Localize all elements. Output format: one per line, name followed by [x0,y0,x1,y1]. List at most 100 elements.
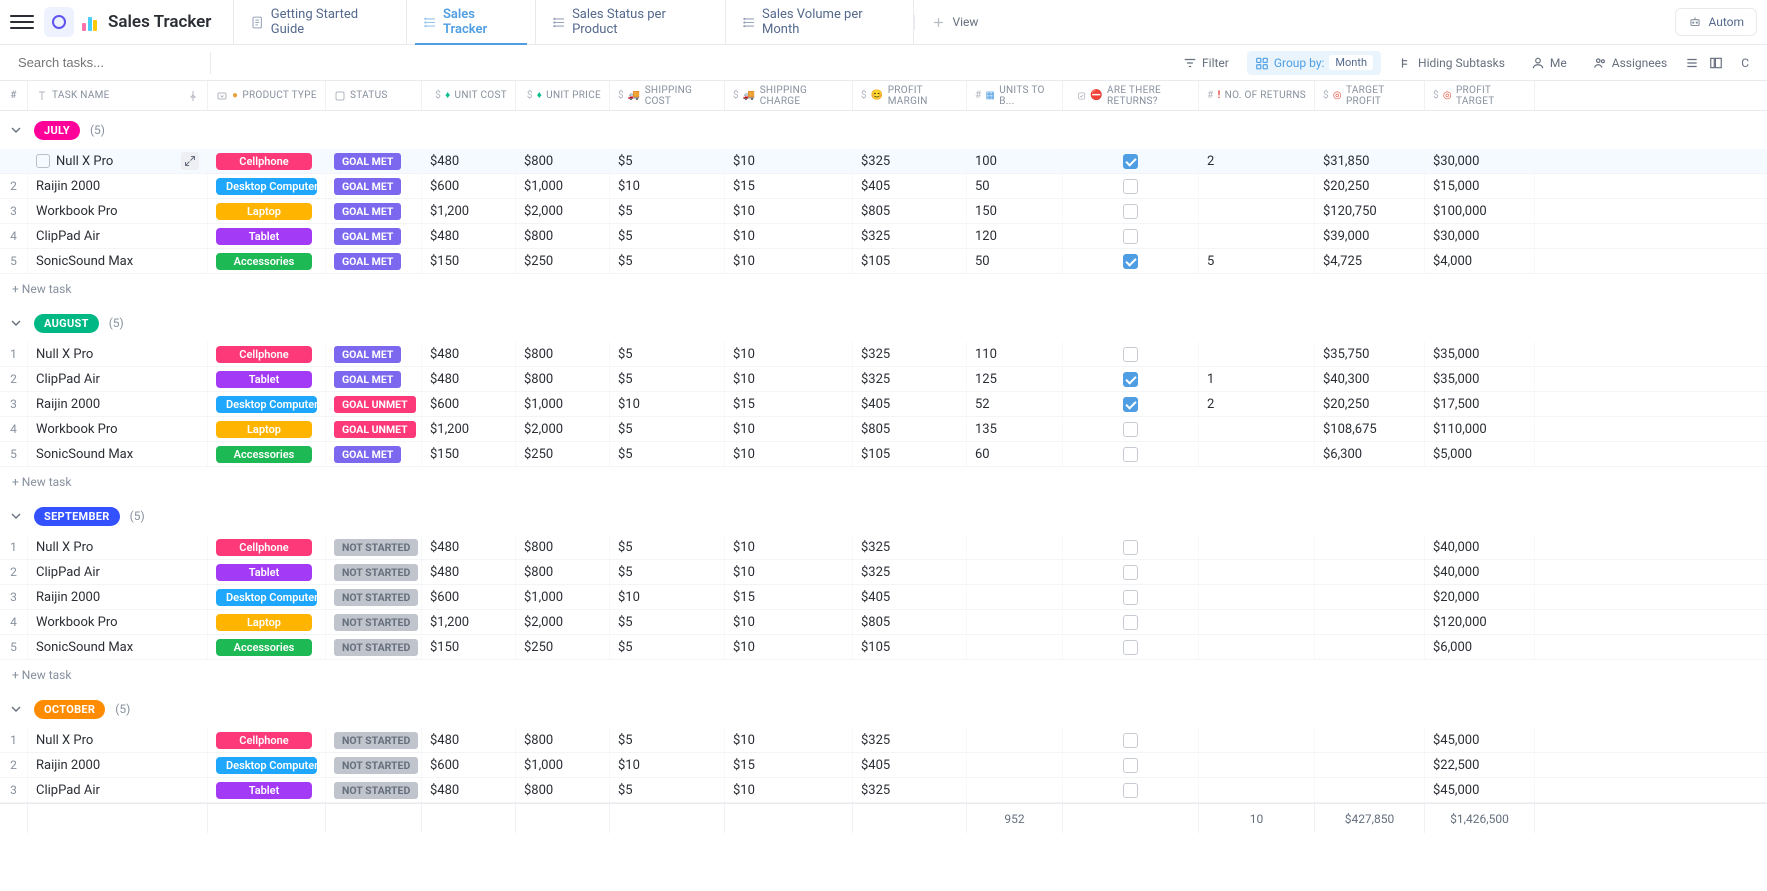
unit-price[interactable]: $250 [516,249,610,273]
profit-target[interactable]: $45,000 [1425,778,1535,802]
product-type-cell[interactable]: Tablet [208,224,326,248]
unit-cost[interactable]: $480 [422,728,516,752]
unit-price[interactable]: $800 [516,224,610,248]
target-profit[interactable] [1315,535,1425,559]
units[interactable]: 50 [967,249,1063,273]
no-of-returns[interactable]: 2 [1199,149,1315,173]
shipping-charge[interactable]: $15 [725,753,853,777]
returns-cell[interactable] [1063,224,1199,248]
shipping-charge[interactable]: $10 [725,342,853,366]
task-name-cell[interactable]: SonicSound Max [28,249,208,273]
returns-checkbox[interactable] [1123,733,1138,748]
status-cell[interactable]: GOAL MET [326,249,422,273]
unit-cost[interactable]: $600 [422,585,516,609]
tab-sales-volume-per-month[interactable]: Sales Volume per Month [725,0,915,44]
target-profit[interactable]: $108,675 [1315,417,1425,441]
status-cell[interactable]: NOT STARTED [326,728,422,752]
returns-checkbox[interactable] [1123,447,1138,462]
returns-checkbox[interactable] [1123,758,1138,773]
profit-margin[interactable]: $325 [853,728,967,752]
product-type-cell[interactable]: Cellphone [208,149,326,173]
no-of-returns[interactable] [1199,585,1315,609]
status-cell[interactable]: GOAL UNMET [326,417,422,441]
profit-margin[interactable]: $805 [853,417,967,441]
profit-target[interactable]: $45,000 [1425,728,1535,752]
pin-icon[interactable] [187,90,199,102]
returns-cell[interactable] [1063,199,1199,223]
table-row[interactable]: 5SonicSound MaxAccessoriesNOT STARTED$15… [0,635,1767,660]
no-of-returns[interactable]: 2 [1199,392,1315,416]
col-returns[interactable]: ⛔ARE THERE RETURNS? [1063,81,1199,110]
units[interactable]: 52 [967,392,1063,416]
task-name-cell[interactable]: Raijin 2000 [28,585,208,609]
table-row[interactable]: 2Raijin 2000Desktop ComputerNOT STARTED$… [0,753,1767,778]
unit-cost[interactable]: $480 [422,224,516,248]
unit-cost[interactable]: $1,200 [422,199,516,223]
target-profit[interactable]: $20,250 [1315,392,1425,416]
status-cell[interactable]: NOT STARTED [326,560,422,584]
target-profit[interactable] [1315,728,1425,752]
product-type-cell[interactable]: Cellphone [208,728,326,752]
shipping-cost[interactable]: $5 [610,417,725,441]
col-name[interactable]: TASK NAME [28,81,208,110]
returns-checkbox[interactable] [1123,615,1138,630]
col-target-profit[interactable]: $◎TARGET PROFIT [1315,81,1425,110]
unit-cost[interactable]: $1,200 [422,417,516,441]
col-units[interactable]: #▦UNITS TO B... [967,81,1063,110]
shipping-cost[interactable]: $10 [610,753,725,777]
returns-cell[interactable] [1063,635,1199,659]
assignees-button[interactable]: Assignees [1585,51,1675,75]
unit-price[interactable]: $2,000 [516,610,610,634]
col-shipping-charge[interactable]: $🚚SHIPPING CHARGE [725,81,853,110]
returns-cell[interactable] [1063,367,1199,391]
profit-margin[interactable]: $325 [853,342,967,366]
profit-target[interactable]: $30,000 [1425,224,1535,248]
unit-cost[interactable]: $150 [422,635,516,659]
no-of-returns[interactable] [1199,778,1315,802]
product-type-cell[interactable]: Desktop Computer [208,753,326,777]
returns-cell[interactable] [1063,585,1199,609]
task-name-cell[interactable]: ClipPad Air [28,367,208,391]
unit-price[interactable]: $800 [516,778,610,802]
task-name-cell[interactable]: SonicSound Max [28,635,208,659]
profit-target[interactable]: $35,000 [1425,342,1535,366]
chevron-down-icon[interactable] [8,315,24,331]
target-profit[interactable] [1315,778,1425,802]
table-row[interactable]: 5SonicSound MaxAccessoriesGOAL MET$150$2… [0,249,1767,274]
returns-checkbox[interactable] [1123,347,1138,362]
unit-price[interactable]: $2,000 [516,417,610,441]
profit-margin[interactable]: $805 [853,610,967,634]
col-status[interactable]: STATUS [326,81,422,110]
row-height-icon[interactable] [1685,56,1699,70]
status-cell[interactable]: NOT STARTED [326,585,422,609]
tab-sales-status-per-product[interactable]: Sales Status per Product [535,0,725,44]
unit-cost[interactable]: $480 [422,367,516,391]
profit-margin[interactable]: $325 [853,778,967,802]
search-input[interactable] [18,55,194,70]
product-type-cell[interactable]: Accessories [208,442,326,466]
returns-cell[interactable] [1063,442,1199,466]
task-name-cell[interactable]: Null X Pro [28,535,208,559]
profit-target[interactable]: $110,000 [1425,417,1535,441]
shipping-cost[interactable]: $5 [610,635,725,659]
returns-cell[interactable] [1063,342,1199,366]
status-cell[interactable]: GOAL MET [326,367,422,391]
returns-checkbox[interactable] [1123,254,1138,269]
status-cell[interactable]: NOT STARTED [326,753,422,777]
shipping-charge[interactable]: $15 [725,174,853,198]
returns-cell[interactable] [1063,392,1199,416]
profit-target[interactable]: $120,000 [1425,610,1535,634]
returns-checkbox[interactable] [1123,565,1138,580]
returns-cell[interactable] [1063,249,1199,273]
units[interactable] [967,753,1063,777]
units[interactable]: 150 [967,199,1063,223]
target-profit[interactable]: $35,750 [1315,342,1425,366]
unit-cost[interactable]: $480 [422,778,516,802]
returns-cell[interactable] [1063,149,1199,173]
returns-cell[interactable] [1063,417,1199,441]
target-profit[interactable]: $6,300 [1315,442,1425,466]
units[interactable]: 110 [967,342,1063,366]
profit-target[interactable]: $15,000 [1425,174,1535,198]
units[interactable] [967,778,1063,802]
shipping-cost[interactable]: $10 [610,585,725,609]
